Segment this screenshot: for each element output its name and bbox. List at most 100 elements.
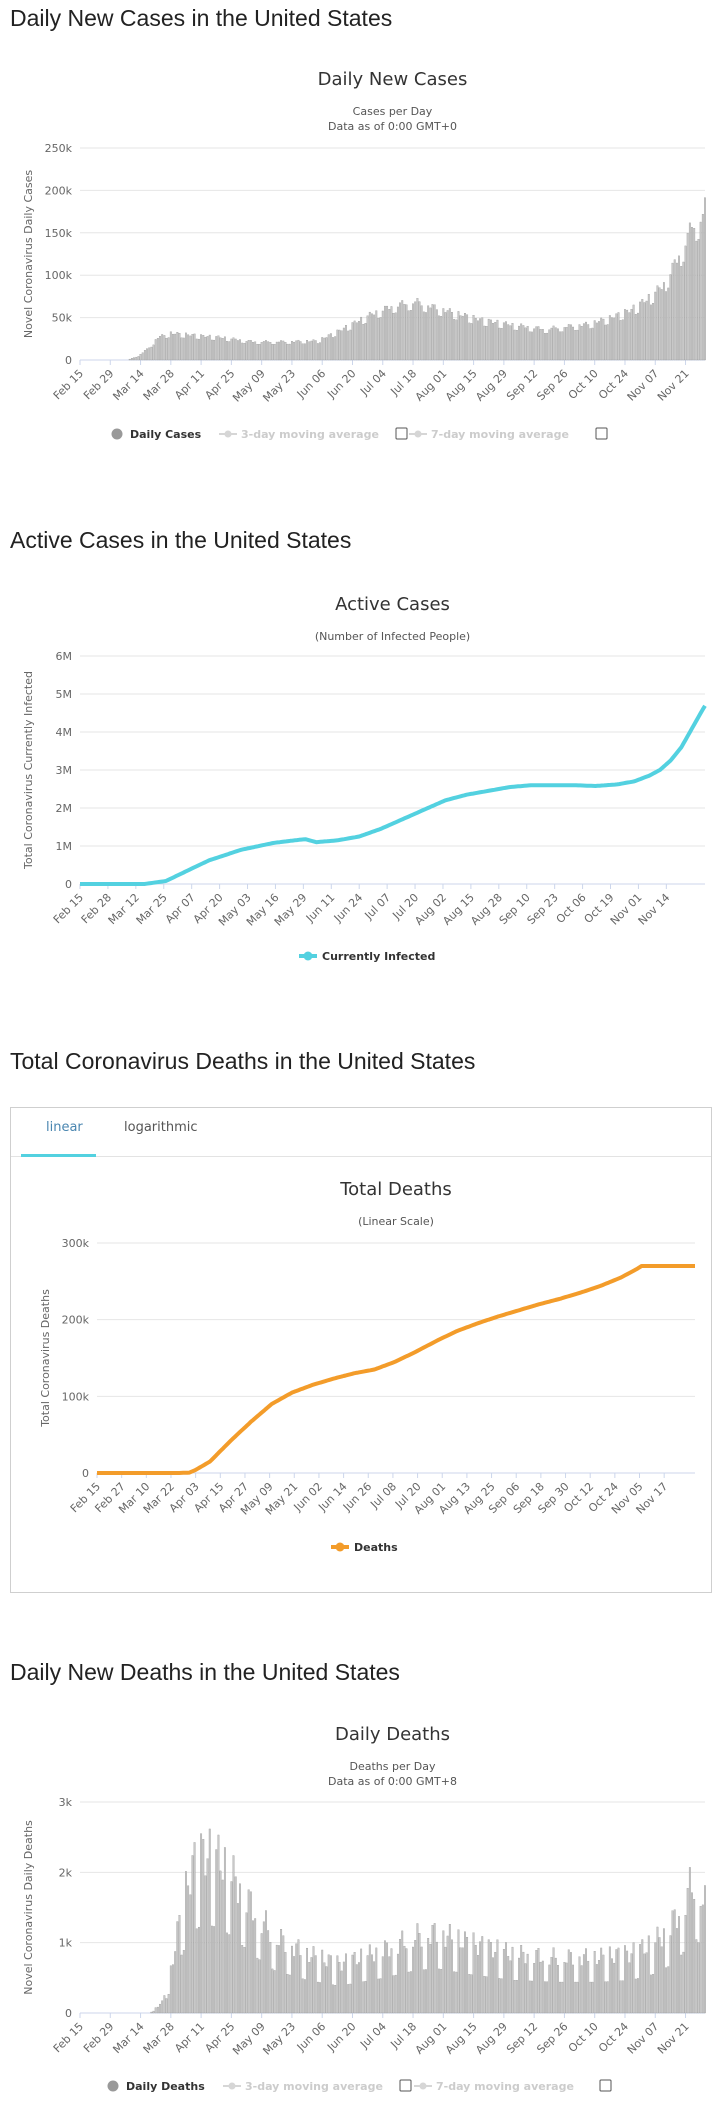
bar bbox=[535, 1950, 538, 2014]
bar bbox=[202, 1839, 205, 2014]
x-tick-label: Feb 29 bbox=[81, 367, 116, 402]
y-tick-label: 300k bbox=[62, 1237, 90, 1250]
bar bbox=[275, 341, 278, 361]
bar bbox=[604, 324, 607, 361]
bar bbox=[617, 312, 620, 361]
bar bbox=[187, 334, 190, 361]
bar bbox=[569, 1952, 572, 2014]
bar bbox=[546, 332, 549, 361]
bar bbox=[665, 291, 668, 361]
x-tick-label: Nov 21 bbox=[655, 2020, 692, 2057]
bar bbox=[569, 324, 572, 361]
bar bbox=[600, 317, 603, 361]
bar bbox=[373, 1961, 376, 2014]
bar bbox=[639, 1944, 642, 2014]
bar bbox=[678, 255, 680, 361]
bar bbox=[273, 343, 276, 361]
bar bbox=[163, 335, 166, 361]
bar bbox=[699, 221, 702, 361]
bar bbox=[159, 2003, 161, 2014]
bar bbox=[615, 1949, 618, 2014]
bar bbox=[442, 1930, 445, 2014]
bar bbox=[431, 1925, 434, 2014]
bar bbox=[557, 1965, 559, 2014]
bar bbox=[535, 326, 538, 361]
bar bbox=[284, 1952, 287, 2014]
bar bbox=[295, 340, 298, 361]
y-tick-label: 200k bbox=[45, 184, 73, 197]
bar bbox=[338, 1962, 341, 2014]
chart-subtitle: (Linear Scale) bbox=[358, 1215, 434, 1228]
bar bbox=[384, 305, 386, 361]
legend-label: Deaths bbox=[354, 1541, 398, 1554]
bar bbox=[611, 1958, 613, 2014]
bar bbox=[278, 1945, 280, 2014]
tab-linear[interactable]: linear bbox=[46, 1120, 83, 1135]
bar bbox=[639, 301, 642, 361]
bar bbox=[286, 343, 289, 361]
bar bbox=[198, 338, 200, 361]
bar bbox=[178, 1915, 181, 2014]
bar bbox=[388, 1956, 391, 2014]
bar bbox=[662, 1928, 665, 2014]
bar bbox=[481, 317, 484, 361]
x-tick-label: Aug 29 bbox=[473, 2020, 510, 2057]
x-tick-label: Apr 07 bbox=[163, 891, 198, 926]
bar bbox=[604, 1981, 607, 2014]
bar bbox=[422, 1969, 425, 2014]
bar bbox=[524, 1963, 527, 2014]
bar bbox=[440, 316, 443, 361]
bar bbox=[332, 337, 334, 361]
bar bbox=[468, 1974, 471, 2014]
bar bbox=[185, 332, 187, 361]
bar bbox=[496, 1939, 499, 2014]
bar bbox=[453, 319, 456, 361]
bar bbox=[288, 343, 291, 361]
bar bbox=[673, 259, 676, 361]
legend-label: Daily Deaths bbox=[126, 2080, 205, 2093]
bar bbox=[360, 316, 363, 361]
y-tick-label: 0 bbox=[65, 878, 72, 891]
x-tick-label: Jul 07 bbox=[362, 891, 394, 923]
bar bbox=[608, 1946, 611, 2014]
bar bbox=[675, 1928, 678, 2014]
bar bbox=[628, 1962, 631, 2014]
bar bbox=[528, 331, 531, 361]
bar bbox=[520, 323, 523, 361]
bar bbox=[585, 321, 587, 361]
bar bbox=[310, 1957, 313, 2014]
bar bbox=[269, 1942, 272, 2014]
bar bbox=[496, 319, 499, 361]
bar bbox=[513, 329, 516, 361]
bar bbox=[487, 318, 490, 361]
bar bbox=[645, 1952, 648, 2014]
tab-logarithmic[interactable]: logarithmic bbox=[124, 1120, 198, 1135]
bar bbox=[308, 341, 311, 361]
bar bbox=[169, 331, 172, 361]
bar bbox=[656, 285, 659, 361]
bar bbox=[303, 343, 306, 361]
bar bbox=[509, 325, 512, 361]
bar bbox=[271, 1968, 274, 2014]
bar bbox=[416, 1923, 419, 2014]
bar bbox=[658, 1937, 661, 2014]
bar bbox=[312, 1946, 315, 2014]
bar bbox=[161, 2000, 164, 2014]
bar bbox=[438, 315, 440, 361]
bar bbox=[704, 197, 706, 361]
bar bbox=[440, 1969, 443, 2014]
bar bbox=[548, 1964, 551, 2014]
bar bbox=[353, 1952, 356, 2014]
bar bbox=[602, 1954, 605, 2014]
legend-checkbox bbox=[595, 427, 608, 440]
section-title-total-deaths: Total Coronavirus Deaths in the United S… bbox=[10, 1048, 476, 1074]
bar bbox=[150, 2011, 153, 2014]
bar bbox=[448, 1924, 451, 2014]
bar bbox=[351, 322, 354, 361]
bar bbox=[336, 1955, 339, 2014]
x-tick-label: Apr 11 bbox=[172, 367, 207, 402]
bar bbox=[254, 1918, 257, 2014]
bar bbox=[226, 341, 228, 361]
bar bbox=[312, 339, 315, 361]
bar bbox=[399, 1939, 401, 2014]
